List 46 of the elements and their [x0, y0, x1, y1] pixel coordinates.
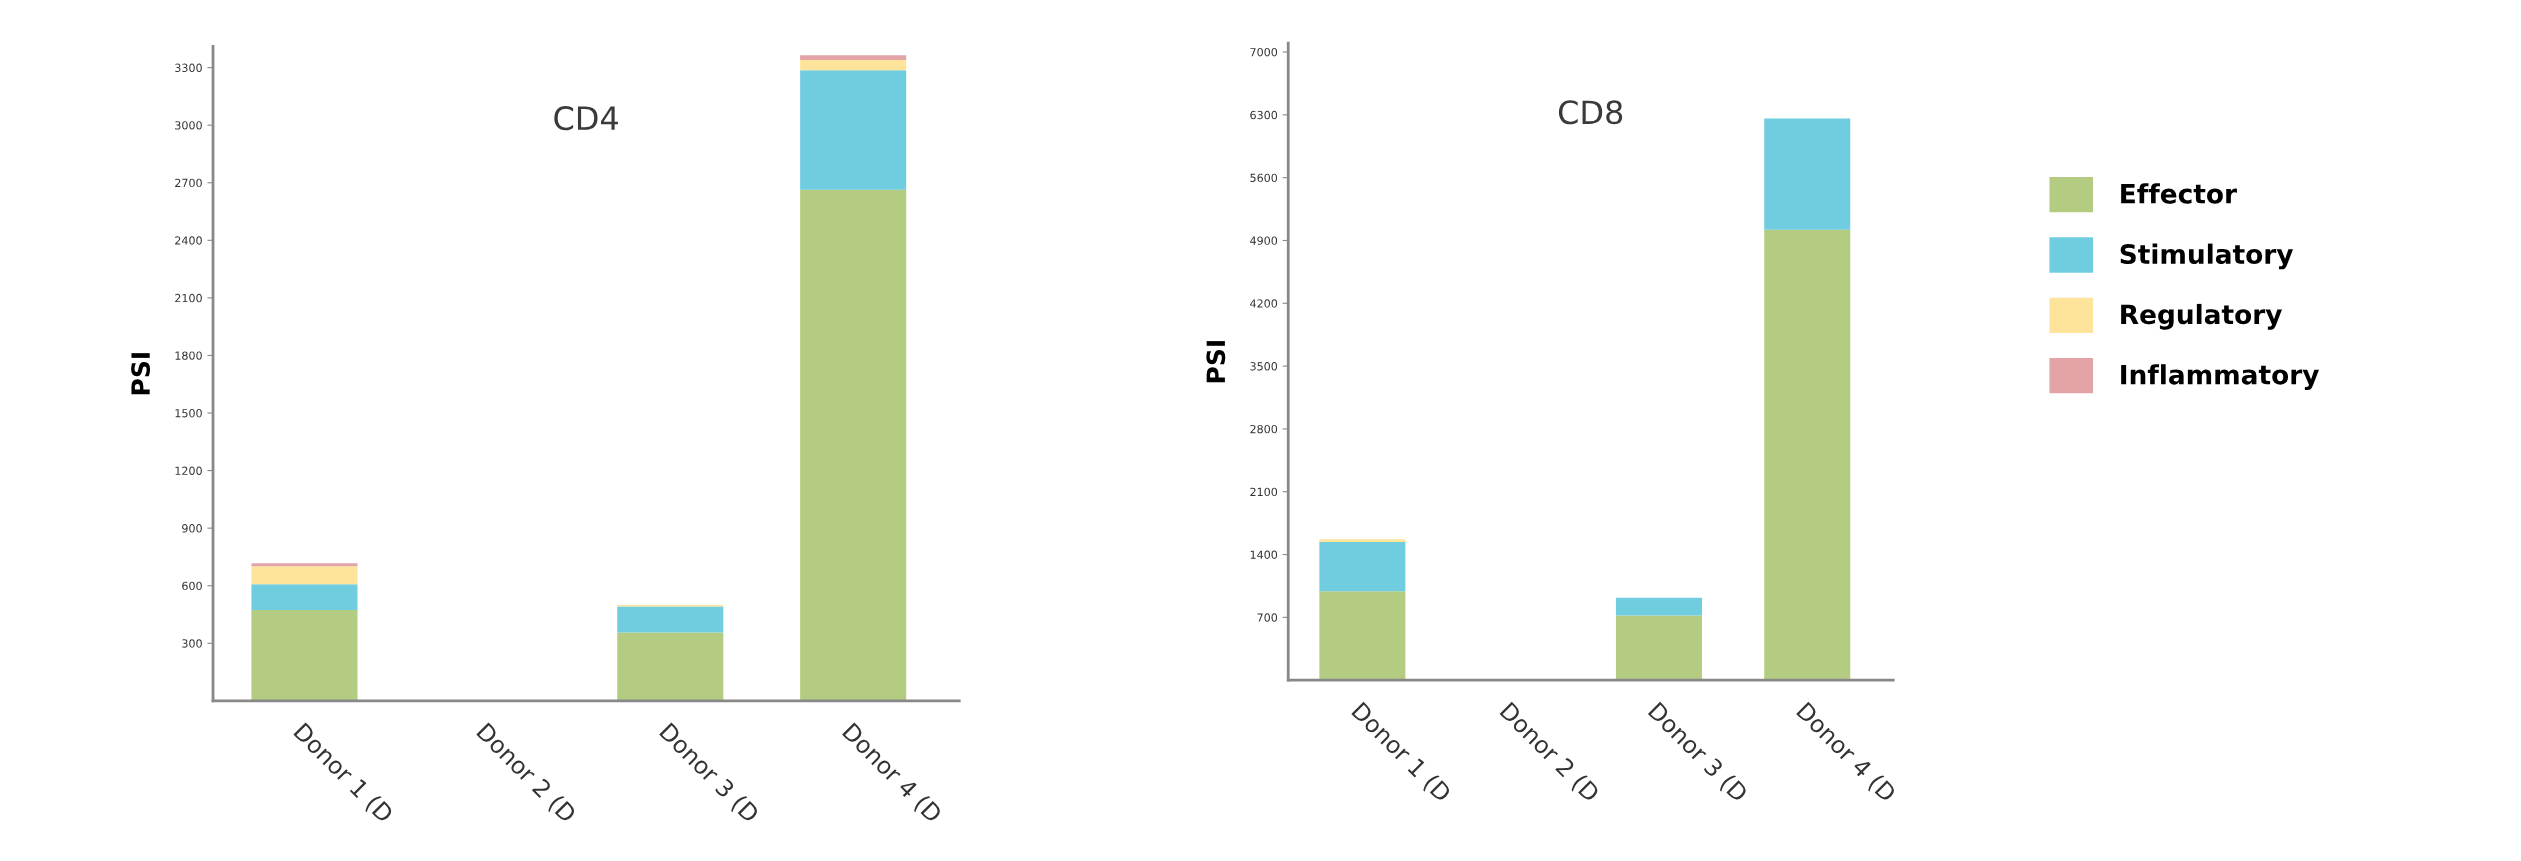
y-tick-label: 2800 — [1250, 424, 1278, 434]
text: CD8 — [1558, 100, 1623, 125]
y-tick-label: 600 — [182, 581, 202, 591]
bar — [800, 55, 907, 60]
legend-label: Effector — [2121, 183, 2237, 204]
bar — [800, 70, 907, 190]
y-tick-label: 2400 — [175, 236, 202, 245]
bar — [1319, 541, 1406, 592]
bar — [251, 563, 358, 567]
y-tick-label: 3000 — [175, 121, 202, 130]
bar — [617, 632, 724, 701]
y-tick-label: 700 — [1257, 613, 1278, 622]
bar — [800, 189, 907, 701]
y-tick-label: 2100 — [1250, 487, 1278, 497]
bar — [1764, 229, 1851, 681]
y-axis-title: PSI — [1206, 341, 1226, 383]
bar — [1319, 539, 1406, 542]
bar — [1615, 615, 1702, 681]
y-tick-label: 2100 — [175, 293, 202, 303]
y-tick-label: 1500 — [175, 408, 202, 418]
y-axis-title: PSI — [131, 353, 151, 395]
bar — [1319, 591, 1406, 681]
bar — [251, 609, 358, 701]
bar — [617, 606, 724, 633]
y-tick-label: 2700 — [175, 178, 202, 188]
legend-label: Regulatory — [2121, 303, 2282, 330]
y-tick-label: 7000 — [1250, 48, 1278, 57]
text: CD4 — [554, 106, 618, 131]
y-tick-label: 4200 — [1250, 299, 1278, 308]
y-tick-label: 3300 — [175, 63, 202, 72]
legend-label: Inflammatory — [2121, 364, 2319, 390]
bar — [800, 59, 907, 71]
bar — [1764, 118, 1851, 230]
y-tick-label: 300 — [182, 639, 202, 648]
y-tick-label: 6300 — [1250, 110, 1278, 120]
y-tick-label: 5600 — [1250, 173, 1278, 183]
legend-label: Stimulatory — [2120, 243, 2294, 270]
bar — [251, 584, 358, 610]
y-tick-label: 4900 — [1250, 236, 1278, 245]
y-tick-label: 1200 — [175, 466, 202, 475]
bar — [1615, 597, 1702, 616]
y-tick-label: 3500 — [1250, 362, 1278, 371]
y-tick-label: 900 — [182, 524, 202, 533]
bar — [251, 566, 358, 585]
y-tick-label: 1800 — [175, 351, 202, 360]
y-tick-label: 1400 — [1250, 550, 1278, 559]
